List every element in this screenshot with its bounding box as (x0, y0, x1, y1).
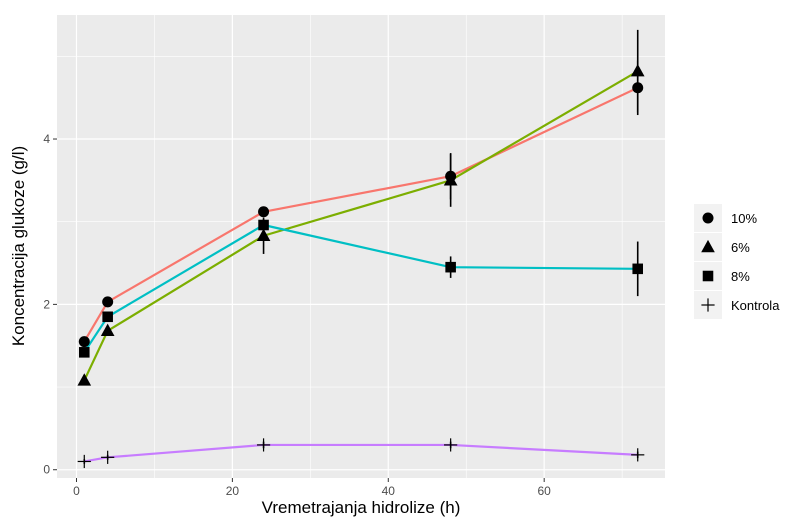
x-tick-label: 60 (537, 484, 551, 498)
data-point (79, 347, 90, 358)
legend-label: Kontrola (731, 298, 780, 313)
axes: 0 20 40 60 0 2 4 (43, 132, 551, 498)
legend-label: 6% (731, 240, 750, 255)
y-axis-title: Koncentracija glukoze (g/l) (9, 146, 28, 346)
data-point (632, 82, 644, 94)
data-point (100, 323, 115, 337)
legend-item: 6% (694, 233, 750, 261)
data-point (77, 373, 92, 386)
data-point (256, 438, 271, 452)
x-axis-title: Vremetrajanja hidrolize (h) (262, 498, 461, 517)
legend-symbol (702, 270, 714, 282)
legend-item: Kontrola (694, 291, 780, 319)
data-point (444, 438, 458, 452)
legend-symbol (701, 239, 715, 253)
data-point (632, 263, 643, 275)
legend-item: 8% (694, 262, 750, 290)
data-point (102, 296, 114, 308)
major-gridlines (57, 15, 665, 478)
data-point (443, 173, 458, 186)
x-tick-label: 0 (73, 484, 80, 498)
data-point (77, 454, 91, 469)
legend: 10% 6% 8% Kontrola (694, 204, 780, 319)
data-point (630, 64, 645, 77)
legend-symbol (702, 212, 714, 224)
data-point (258, 206, 270, 218)
y-tick-label: 2 (43, 297, 50, 311)
legend-label: 8% (731, 269, 750, 284)
data-point (102, 311, 113, 323)
data-point (631, 448, 645, 462)
data-point (258, 219, 269, 231)
data-point (256, 228, 271, 241)
data-points (77, 64, 645, 469)
legend-item: 10% (694, 204, 757, 232)
data-point (78, 336, 90, 348)
y-tick-label: 4 (43, 132, 50, 146)
minor-gridlines (57, 15, 665, 478)
data-point (101, 450, 115, 464)
x-tick-label: 40 (382, 484, 396, 498)
x-tick-label: 20 (226, 484, 240, 498)
legend-symbol (701, 298, 715, 312)
y-tick-label: 0 (43, 463, 50, 477)
data-point (445, 261, 456, 273)
legend-label: 10% (731, 211, 757, 226)
